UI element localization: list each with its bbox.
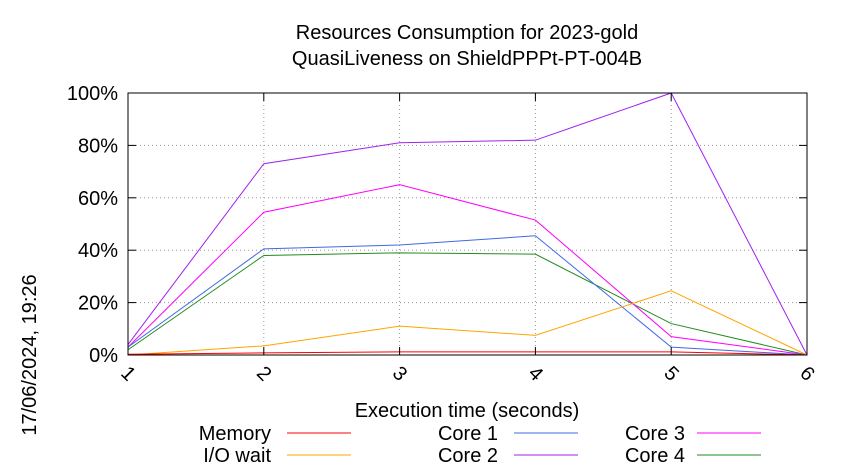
y-tick-label: 60% <box>78 188 118 210</box>
y-tick-label: 0% <box>89 345 118 367</box>
legend-label: Core 3 <box>625 423 685 445</box>
x-axis-label: Execution time (seconds) <box>355 400 580 422</box>
y-tick-label: 100% <box>67 83 118 105</box>
chart-subtitle: QuasiLiveness on ShieldPPPt-PT-004B <box>292 48 642 70</box>
legend-label: Memory <box>199 423 271 445</box>
series-line-core-2 <box>127 92 808 356</box>
chart-title: Resources Consumption for 2023-gold <box>296 22 638 44</box>
y-tick-label: 80% <box>78 135 118 157</box>
plot-frame <box>127 92 808 356</box>
legend-label: I/O wait <box>203 445 271 467</box>
series-line-core-3 <box>127 184 808 356</box>
x-tick-label: 5 <box>659 362 682 385</box>
x-tick-label: 1 <box>116 362 139 385</box>
x-tick-label: 6 <box>795 362 818 385</box>
y-tick-label: 40% <box>78 240 118 262</box>
series-line-core-1 <box>127 235 808 356</box>
series-line-core-4 <box>127 252 808 356</box>
legend-label: Core 4 <box>625 445 685 467</box>
x-tick-label: 2 <box>252 362 275 385</box>
x-tick-label: 4 <box>524 362 547 385</box>
series-line-memory <box>127 351 808 356</box>
legend-label: Core 2 <box>438 445 498 467</box>
x-axis: 1 2 3 4 5 6 <box>116 93 819 386</box>
series-line-i-o-wait <box>127 290 808 356</box>
y-tick-label: 20% <box>78 293 118 315</box>
y-axis: 0% 20% 40% 60% 80% 100% <box>67 83 807 367</box>
timestamp: 17/06/2024, 19:26 <box>19 274 41 435</box>
x-tick-label: 3 <box>388 362 411 385</box>
grid <box>128 93 807 355</box>
legend-label: Core 1 <box>438 423 498 445</box>
series-lines <box>127 92 808 356</box>
